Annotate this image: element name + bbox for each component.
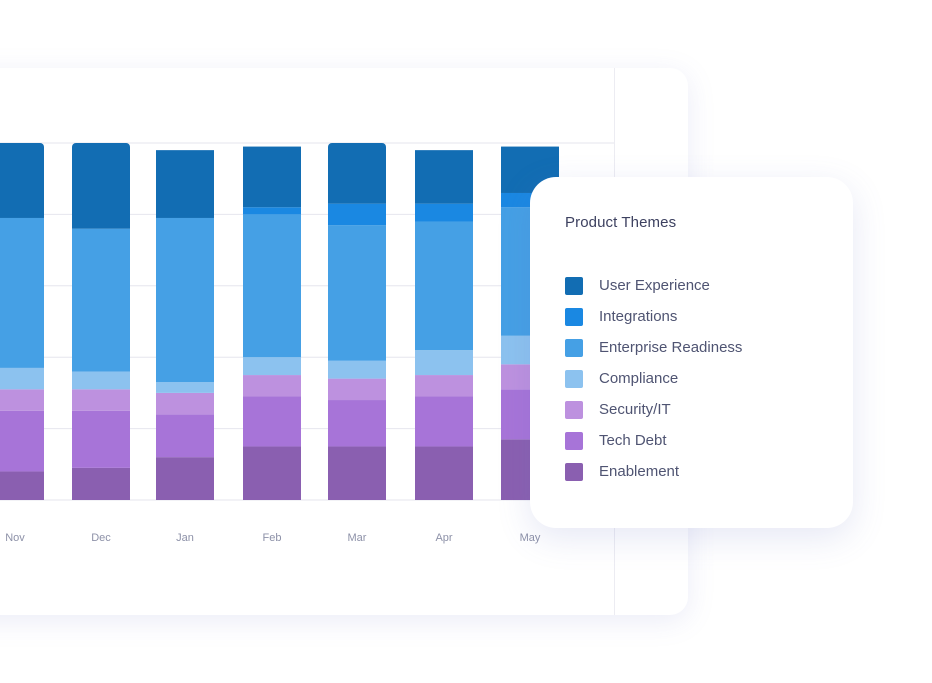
bar-segment-security-it-dec[interactable] bbox=[72, 389, 130, 411]
bar-segment-user-experience-nov[interactable] bbox=[0, 143, 44, 218]
legend-label: Compliance bbox=[599, 370, 679, 387]
legend-swatch bbox=[565, 462, 583, 481]
bar-stack-feb[interactable] bbox=[243, 146, 301, 500]
x-tick-label: Nov bbox=[5, 532, 25, 544]
bar-segment-enablement-mar[interactable] bbox=[328, 446, 386, 500]
bar-segment-compliance-apr[interactable] bbox=[415, 350, 473, 376]
legend-swatch bbox=[565, 400, 583, 419]
bar-segment-security-it-nov[interactable] bbox=[0, 389, 44, 411]
bar-segment-tech-debt-mar[interactable] bbox=[328, 400, 386, 447]
legend-title: Product Themes bbox=[565, 214, 677, 231]
bar-segment-user-experience-jan[interactable] bbox=[156, 150, 214, 218]
bar-segment-compliance-jan[interactable] bbox=[156, 382, 214, 393]
bar-segment-security-it-feb[interactable] bbox=[243, 375, 301, 397]
bar-segment-enablement-nov[interactable] bbox=[0, 471, 44, 500]
bar-segment-compliance-nov[interactable] bbox=[0, 367, 44, 390]
bar-stack-apr[interactable] bbox=[415, 150, 473, 500]
legend-label: Enterprise Readiness bbox=[599, 339, 743, 356]
bar-segment-enterprise-readiness-nov[interactable] bbox=[0, 217, 44, 368]
legend-item-user-experience[interactable]: User Experience bbox=[565, 270, 742, 301]
bar-segment-integrations-apr[interactable] bbox=[415, 203, 473, 222]
x-tick-label: May bbox=[520, 532, 541, 544]
x-tick-label: Apr bbox=[435, 532, 452, 544]
x-tick-label: Dec bbox=[91, 532, 111, 544]
bar-stack-mar[interactable] bbox=[328, 143, 386, 500]
bar-segment-tech-debt-apr[interactable] bbox=[415, 396, 473, 447]
bar-segment-enablement-dec[interactable] bbox=[72, 467, 130, 500]
legend-item-compliance[interactable]: Compliance bbox=[565, 363, 742, 394]
bar-segment-enablement-apr[interactable] bbox=[415, 446, 473, 500]
legend-label: Enablement bbox=[599, 463, 680, 480]
legend-item-security-it[interactable]: Security/IT bbox=[565, 394, 742, 425]
x-tick-label: Mar bbox=[348, 532, 367, 544]
legend-swatch bbox=[565, 276, 583, 295]
bar-segment-enterprise-readiness-apr[interactable] bbox=[415, 221, 473, 351]
legend-label: Integrations bbox=[599, 308, 678, 325]
bar-segment-enterprise-readiness-dec[interactable] bbox=[72, 228, 130, 372]
x-tick-label: Feb bbox=[263, 532, 282, 544]
x-tick-label: Jan bbox=[176, 532, 194, 544]
bar-segment-tech-debt-jan[interactable] bbox=[156, 414, 214, 458]
bar-segment-security-it-apr[interactable] bbox=[415, 375, 473, 397]
bar-segment-security-it-jan[interactable] bbox=[156, 392, 214, 415]
bar-segment-tech-debt-feb[interactable] bbox=[243, 396, 301, 447]
bar-segment-enterprise-readiness-mar[interactable] bbox=[328, 225, 386, 361]
bar-segment-integrations-mar[interactable] bbox=[328, 203, 386, 226]
bar-segment-user-experience-feb[interactable] bbox=[243, 146, 301, 208]
legend-item-enterprise-readiness[interactable]: Enterprise Readiness bbox=[565, 332, 742, 363]
legend-list: User Experience Integrations Enterprise Re… bbox=[565, 270, 742, 487]
bar-segment-compliance-dec[interactable] bbox=[72, 371, 130, 390]
bar-segment-enablement-jan[interactable] bbox=[156, 457, 214, 500]
legend-label: Security/IT bbox=[599, 401, 671, 418]
bar-segment-enterprise-readiness-feb[interactable] bbox=[243, 214, 301, 358]
legend-item-integrations[interactable]: Integrations bbox=[565, 301, 742, 332]
legend-swatch bbox=[565, 431, 583, 450]
legend-swatch bbox=[565, 369, 583, 388]
legend-item-enablement[interactable]: Enablement bbox=[565, 456, 742, 487]
legend-card: Product Themes User Experience Integratio… bbox=[530, 177, 853, 528]
legend-label: Tech Debt bbox=[599, 432, 667, 449]
legend-label: User Experience bbox=[599, 277, 710, 294]
bar-segment-enablement-feb[interactable] bbox=[243, 446, 301, 500]
bar-segment-user-experience-dec[interactable] bbox=[72, 143, 130, 229]
bar-segment-user-experience-apr[interactable] bbox=[415, 150, 473, 204]
bar-segment-user-experience-mar[interactable] bbox=[328, 143, 386, 204]
bar-segment-tech-debt-nov[interactable] bbox=[0, 410, 44, 472]
legend-item-tech-debt[interactable]: Tech Debt bbox=[565, 425, 742, 456]
bar-stack-jan[interactable] bbox=[156, 150, 214, 500]
bar-segment-security-it-mar[interactable] bbox=[328, 378, 386, 401]
bar-segment-tech-debt-dec[interactable] bbox=[72, 410, 130, 468]
bar-segment-compliance-mar[interactable] bbox=[328, 360, 386, 379]
legend-swatch bbox=[565, 338, 583, 357]
bar-segment-enterprise-readiness-jan[interactable] bbox=[156, 217, 214, 383]
bar-stack-nov[interactable] bbox=[0, 143, 44, 500]
bar-segment-integrations-feb[interactable] bbox=[243, 207, 301, 215]
bar-stack-dec[interactable] bbox=[72, 143, 130, 500]
legend-swatch bbox=[565, 307, 583, 326]
bar-segment-compliance-feb[interactable] bbox=[243, 357, 301, 376]
